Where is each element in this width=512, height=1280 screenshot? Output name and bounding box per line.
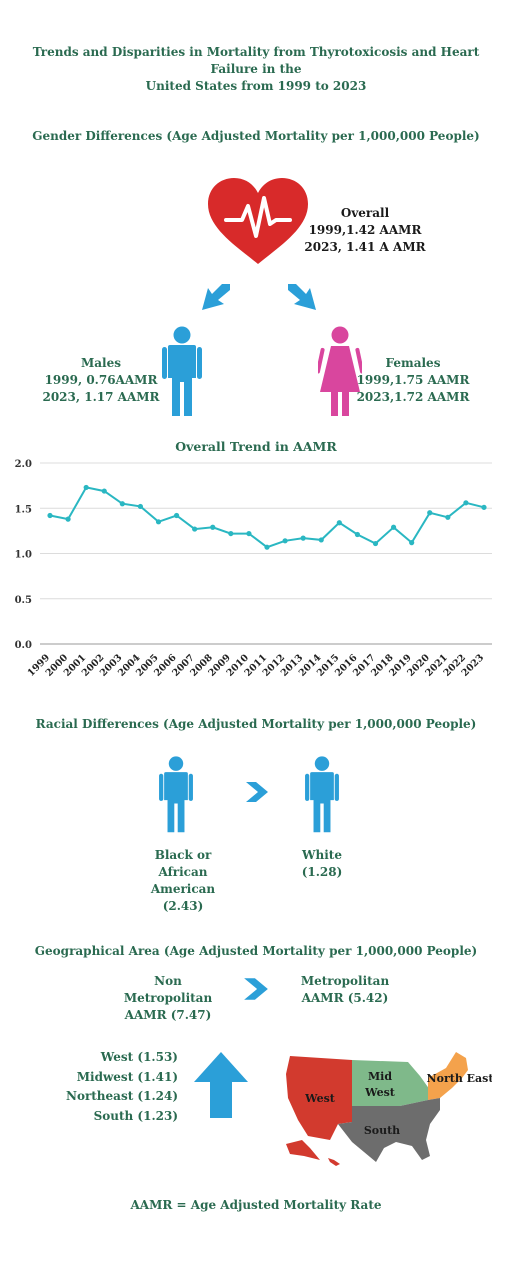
heart-icon	[208, 178, 308, 264]
racial-heading: Racial Differences (Age Adjusted Mortali…	[35, 717, 477, 731]
data-point	[372, 540, 379, 547]
y-tick-label: 0.0	[15, 640, 32, 651]
males-stats: Males 1999, 0.76AAMR 2023, 1.17 AAMR	[36, 355, 166, 406]
title-line-1: Trends and Disparities in Mortality from…	[32, 45, 480, 76]
data-point	[210, 524, 216, 530]
gender-heading: Gender Differences (Age Adjusted Mortali…	[32, 129, 480, 143]
black-label: Black or African American (2.43)	[150, 848, 216, 913]
map-label-midwest-2: West	[364, 1086, 396, 1099]
overall-stats: Overall 1999,1.42 AAMR 2023, 1.41 A AMR	[300, 205, 430, 256]
map-label-northeast: North East	[427, 1072, 492, 1085]
map-region-west	[286, 1056, 352, 1140]
males-label: Males	[80, 356, 121, 370]
females-label: Females	[385, 356, 441, 370]
region-item: Northeast (1.24)	[65, 1089, 178, 1103]
data-point	[354, 531, 361, 538]
data-point	[463, 500, 469, 506]
data-point	[481, 504, 487, 510]
arrow-up-icon	[194, 1052, 248, 1118]
data-point	[173, 512, 180, 519]
arrow-down-right-icon	[288, 284, 316, 310]
overall-2023: 2023, 1.41 A AMR	[304, 240, 426, 254]
y-tick-label: 2.0	[15, 459, 32, 470]
arrow-down-left-icon	[202, 284, 230, 310]
male-icon	[162, 326, 202, 416]
map-region-hawaii	[328, 1158, 340, 1166]
female-icon	[318, 326, 362, 416]
data-point	[65, 516, 71, 522]
y-tick-label: 1.5	[15, 504, 32, 515]
black-person-icon	[159, 756, 193, 833]
data-point	[409, 540, 415, 546]
map-region-midwest	[352, 1060, 430, 1106]
greater-than-icon-geo	[244, 978, 268, 1000]
data-point	[155, 519, 162, 525]
males-1999: 1999, 0.76AAMR	[44, 373, 158, 387]
map-region-northeast	[428, 1052, 468, 1100]
title-line-2: United States from 1999 to 2023	[145, 79, 367, 93]
y-tick-label: 1.0	[15, 550, 32, 561]
data-point	[101, 488, 107, 494]
map-label-west: West	[304, 1092, 336, 1105]
overall-1999: 1999,1.42 AAMR	[308, 223, 422, 237]
data-point	[246, 530, 252, 537]
data-point	[83, 484, 89, 491]
data-point	[47, 512, 53, 519]
females-stats: Females 1999,1.75 AAMR 2023,1.72 AAMR	[348, 355, 478, 406]
overall-label: Overall	[340, 206, 390, 220]
region-item: South (1.23)	[93, 1108, 178, 1123]
footer-note: AAMR = Age Adjusted Mortality Rate	[130, 1198, 382, 1212]
white-label: White (1.28)	[301, 848, 343, 879]
y-tick-label: 0.5	[15, 595, 32, 606]
data-point	[336, 520, 342, 526]
data-point	[264, 544, 270, 550]
data-point	[300, 535, 306, 541]
data-point	[318, 537, 324, 543]
nonmetro-label: Non Metropolitan AAMR (7.47)	[123, 974, 213, 1022]
region-list: West (1.53) Midwest (1.41) Northeast (1.…	[48, 1048, 178, 1126]
map-region-south	[338, 1098, 440, 1162]
geo-heading: Geographical Area (Age Adjusted Mortalit…	[34, 944, 478, 958]
map-region-alaska	[286, 1140, 320, 1160]
data-point	[445, 514, 451, 520]
page-title: Trends and Disparities in Mortality from…	[20, 44, 492, 95]
map-label-midwest-1: Mid	[368, 1070, 392, 1083]
data-point	[228, 530, 234, 537]
series-line	[49, 486, 485, 549]
females-2023: 2023,1.72 AAMR	[356, 390, 470, 404]
data-point	[137, 503, 144, 510]
males-2023: 2023, 1.17 AAMR	[42, 390, 160, 404]
trend-chart: Overall Trend in AAMR0.00.51.01.52.01999…	[15, 439, 492, 679]
data-point	[119, 501, 125, 507]
map-label-south: South	[364, 1124, 400, 1137]
data-point	[192, 526, 198, 532]
region-item: Midwest (1.41)	[76, 1069, 178, 1084]
region-item: West (1.53)	[100, 1050, 178, 1064]
white-person-icon	[305, 756, 339, 833]
data-point	[427, 510, 433, 516]
data-point	[282, 538, 288, 544]
data-point	[390, 524, 397, 530]
metro-label: Metropolitan AAMR (5.42)	[300, 974, 390, 1005]
chart-title: Overall Trend in AAMR	[175, 439, 337, 454]
greater-than-icon	[246, 782, 268, 802]
females-1999: 1999,1.75 AAMR	[356, 373, 470, 387]
us-map: West Mid West North East South	[286, 1052, 492, 1166]
